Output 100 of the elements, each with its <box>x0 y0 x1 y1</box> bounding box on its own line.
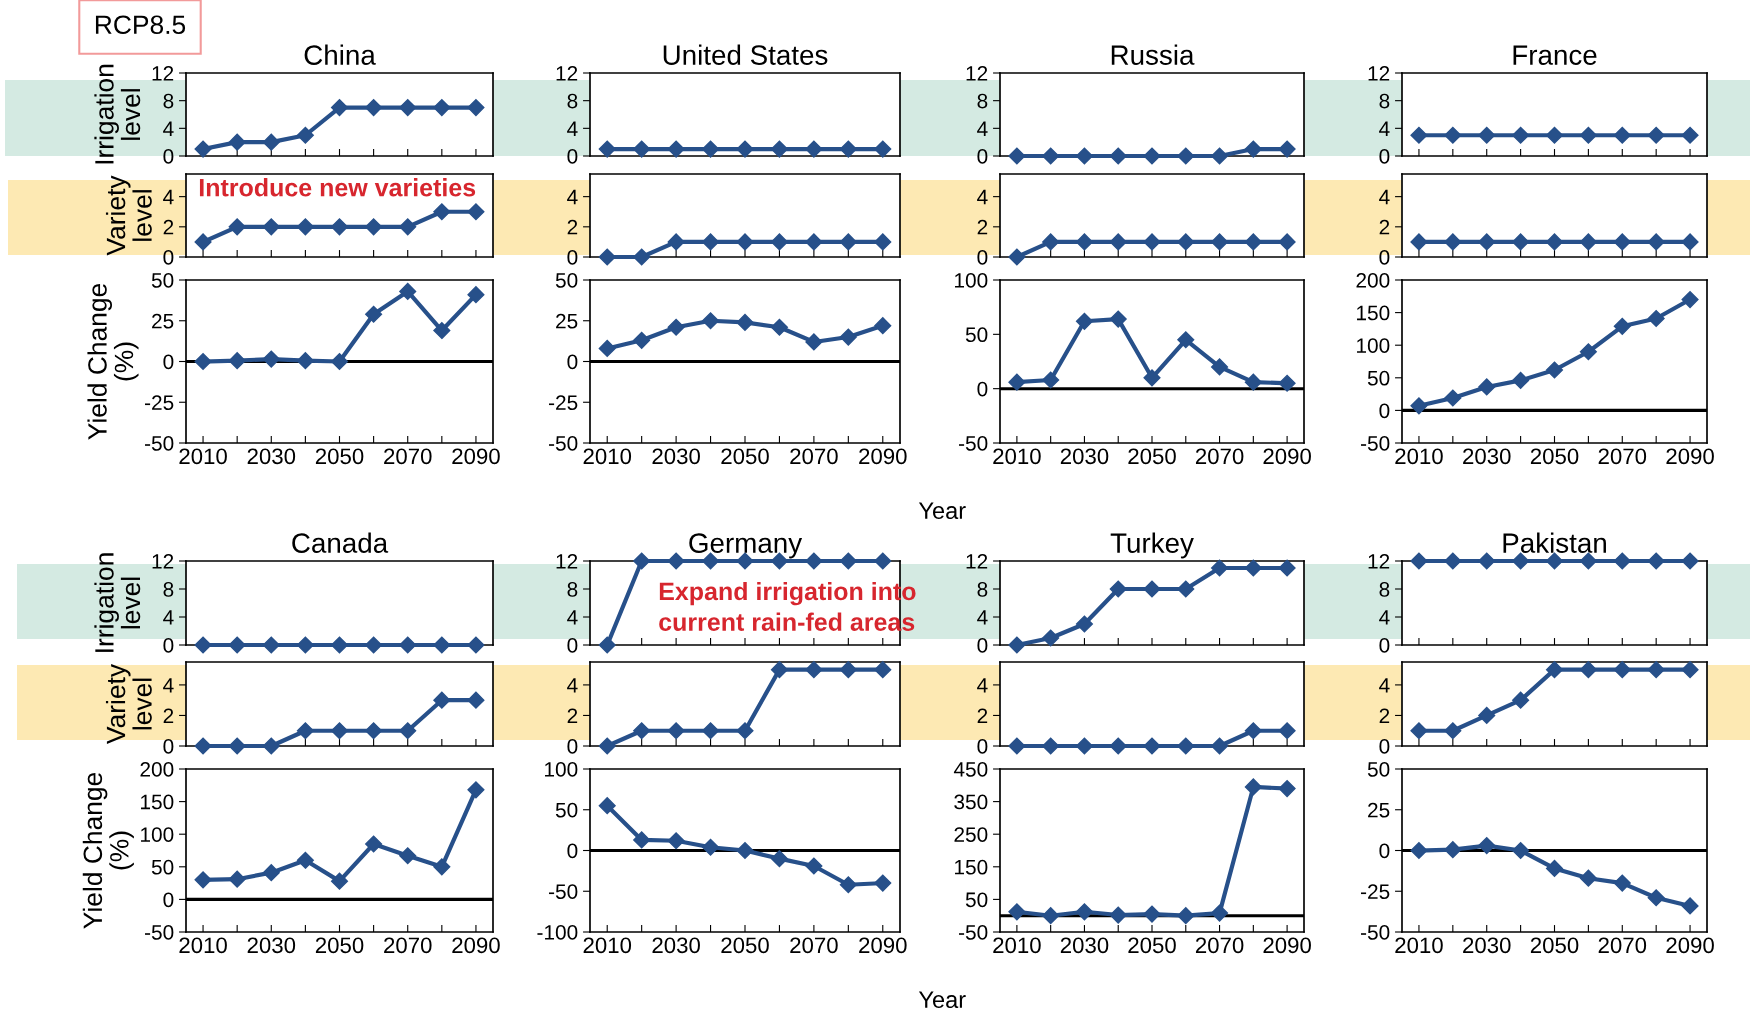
point <box>1681 291 1699 309</box>
point <box>1545 859 1564 877</box>
point <box>667 832 685 850</box>
y-tick-label: 4 <box>567 678 578 693</box>
y-tick-label: 0 <box>567 739 578 754</box>
y-tick-label: 4 <box>977 121 988 136</box>
y-tick-label: 0 <box>567 149 578 164</box>
y-tick-label: 12 <box>1368 554 1390 569</box>
y-tick-label: 100 <box>955 273 988 288</box>
y-tick-label: -50 <box>549 884 578 899</box>
point <box>1177 907 1195 925</box>
point <box>296 218 314 236</box>
point <box>330 352 349 371</box>
y-tick-label: 50 <box>151 273 174 288</box>
point <box>1647 889 1665 907</box>
y-axis-title: Variety level <box>105 175 152 256</box>
point <box>1512 691 1530 709</box>
x-tick-label: 2090 <box>1263 448 1311 465</box>
point <box>433 321 451 340</box>
point <box>365 99 383 117</box>
y-tick-label: 450 <box>953 762 988 777</box>
point <box>399 722 417 740</box>
point <box>805 333 823 351</box>
y-tick-label: 4 <box>163 610 174 625</box>
y-tick-label: 0 <box>163 354 174 370</box>
y-tick-label: -50 <box>145 436 174 451</box>
y-tick-label: 2 <box>567 219 578 235</box>
y-tick-label: 12 <box>1368 66 1390 81</box>
y-tick-label: 0 <box>163 149 174 164</box>
y-tick-label: 50 <box>1367 762 1390 777</box>
chart-title: Pakistan <box>1503 532 1606 553</box>
y-tick-label: 0 <box>1379 403 1390 419</box>
point <box>1478 706 1496 725</box>
point <box>296 352 314 370</box>
y-tick-label: 0 <box>567 843 578 859</box>
y-tick-label: -50 <box>145 925 174 940</box>
y-tick-label: 25 <box>1368 802 1390 818</box>
point <box>228 737 246 755</box>
point <box>702 722 720 740</box>
y-tick-label: 100 <box>141 827 174 842</box>
y-tick-label: 150 <box>955 859 988 875</box>
point <box>1278 780 1296 798</box>
y-tick-label: 50 <box>151 859 174 875</box>
x-tick-label: 2030 <box>652 448 700 465</box>
point <box>839 876 857 894</box>
chart-title: Turkey <box>1110 532 1194 559</box>
y-axis-title: Irrigation level <box>94 64 141 164</box>
y-axis-title: Yield Change (%) <box>87 283 139 440</box>
y-tick-label: 4 <box>977 610 988 625</box>
point <box>874 661 892 679</box>
point <box>667 722 685 740</box>
x-tick-label: 2070 <box>384 448 432 465</box>
y-tick-label: 4 <box>1379 678 1390 693</box>
point <box>736 313 754 331</box>
point <box>262 218 280 236</box>
y-tick-label: 12 <box>152 66 174 81</box>
x-tick-label: 2030 <box>247 937 296 954</box>
point <box>1008 636 1026 654</box>
point <box>262 864 280 882</box>
y-tick-label: -100 <box>537 925 578 940</box>
y-tick-label: 50 <box>1367 370 1390 386</box>
point <box>433 203 451 221</box>
point <box>1177 580 1195 598</box>
y-tick-label: -50 <box>959 436 988 451</box>
y-axis-title: Yield Change (%) <box>82 772 134 929</box>
y-tick-label: 4 <box>567 189 578 205</box>
x-tick-label: 2010 <box>179 937 227 954</box>
y-tick-label: 4 <box>163 678 174 693</box>
y-tick-label: 0 <box>1379 149 1390 164</box>
point <box>839 328 857 346</box>
point <box>1478 378 1496 396</box>
x-tick-label: 2090 <box>452 937 500 954</box>
point <box>228 218 246 236</box>
point <box>1143 580 1161 598</box>
y-tick-label: 8 <box>567 93 578 109</box>
point <box>467 691 485 709</box>
point <box>1211 559 1229 577</box>
y-tick-label: 12 <box>556 66 578 81</box>
y-tick-label: -50 <box>959 925 988 940</box>
y-tick-label: 0 <box>567 638 578 653</box>
y-tick-label: 100 <box>1357 338 1390 353</box>
point <box>433 691 451 709</box>
point <box>365 722 383 740</box>
point <box>194 737 212 755</box>
y-tick-label: 0 <box>977 638 988 653</box>
y-tick-label: 0 <box>567 250 578 265</box>
x-tick-label: 2090 <box>859 937 907 954</box>
x-axis-title: Year <box>918 502 966 520</box>
point <box>1444 722 1462 740</box>
y-tick-label: 0 <box>163 250 174 265</box>
y-tick-label: -50 <box>549 436 578 451</box>
x-tick-label: 2090 <box>452 448 500 465</box>
point <box>330 99 349 117</box>
y-tick-label: 8 <box>1379 582 1390 597</box>
y-tick-label: 8 <box>1379 93 1390 109</box>
y-tick-label: 4 <box>567 121 578 136</box>
y-tick-label: 50 <box>555 273 578 288</box>
y-tick-label: 2 <box>1379 219 1390 235</box>
y-tick-label: 12 <box>556 554 578 569</box>
point <box>194 233 212 251</box>
